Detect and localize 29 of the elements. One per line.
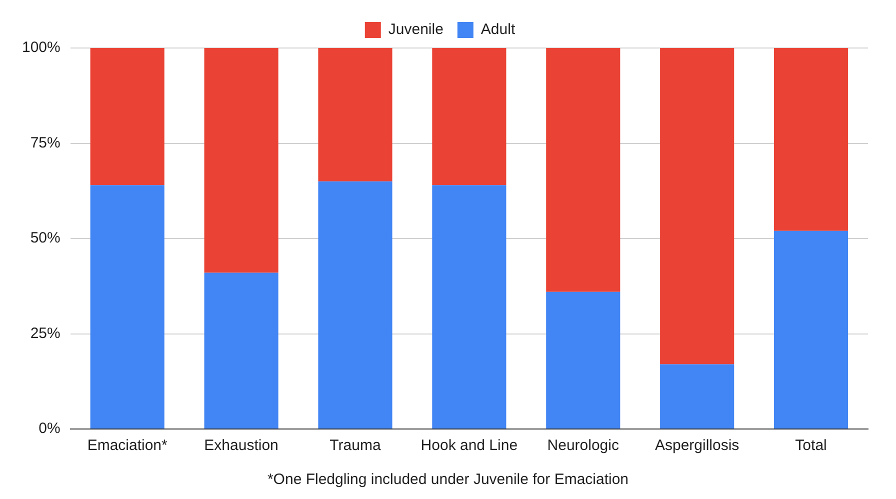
x-tick-label: Total [795, 437, 827, 454]
legend-label: Adult [480, 21, 516, 38]
text: *One Fledgling included under Juvenile for Emaciation [266, 471, 630, 488]
bar [660, 364, 734, 428]
y-tick-label: 0% [38, 420, 60, 438]
bar [546, 292, 620, 428]
x-tick-label: Neurologic [547, 437, 620, 454]
x-tick-label: Exhaustion [204, 437, 278, 454]
y-tick-label: 25% [30, 324, 60, 342]
x-tick-label: Emaciation* [87, 437, 168, 454]
legend-label: Juvenile [388, 21, 444, 38]
bar [432, 48, 506, 186]
y-tick-label: 50% [30, 230, 60, 247]
y-tick-label: 100% [22, 39, 60, 56]
x-tick-label: Aspergillosis [654, 437, 740, 454]
bar [204, 48, 278, 273]
bar [660, 48, 734, 364]
bar [432, 185, 506, 428]
y-tick-label: 75% [30, 134, 60, 152]
bar [318, 181, 392, 428]
bar [774, 48, 848, 231]
bar [90, 185, 164, 428]
bar [90, 48, 164, 186]
x-tick-label: Hook and Line [420, 437, 518, 454]
bar [546, 48, 620, 292]
x-tick-label: Trauma [330, 437, 382, 454]
bar [774, 230, 848, 428]
bar [318, 48, 392, 182]
bar [204, 272, 278, 428]
